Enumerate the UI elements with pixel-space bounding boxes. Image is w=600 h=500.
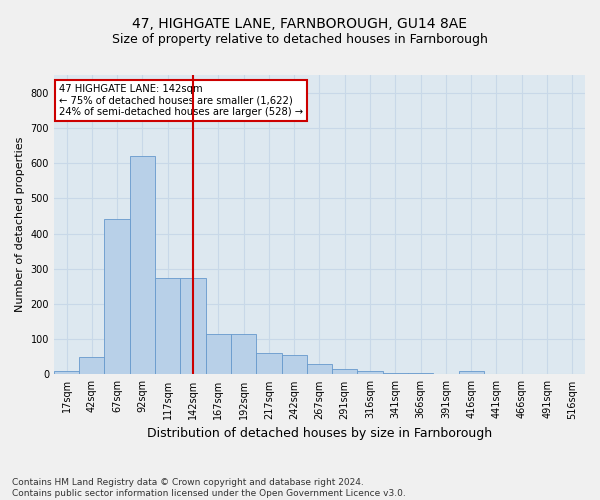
Text: 47, HIGHGATE LANE, FARNBOROUGH, GU14 8AE: 47, HIGHGATE LANE, FARNBOROUGH, GU14 8AE bbox=[133, 18, 467, 32]
Text: Contains HM Land Registry data © Crown copyright and database right 2024.
Contai: Contains HM Land Registry data © Crown c… bbox=[12, 478, 406, 498]
Bar bbox=[79, 357, 104, 374]
Bar bbox=[458, 371, 484, 374]
Bar bbox=[408, 372, 433, 374]
Bar bbox=[155, 278, 181, 374]
X-axis label: Distribution of detached houses by size in Farnborough: Distribution of detached houses by size … bbox=[147, 427, 492, 440]
Bar bbox=[231, 334, 256, 374]
Bar bbox=[130, 156, 155, 374]
Bar bbox=[181, 278, 206, 374]
Bar bbox=[206, 334, 231, 374]
Bar bbox=[332, 369, 358, 374]
Bar bbox=[104, 220, 130, 374]
Bar bbox=[358, 371, 383, 374]
Bar bbox=[54, 371, 79, 374]
Y-axis label: Number of detached properties: Number of detached properties bbox=[15, 137, 25, 312]
Bar bbox=[383, 372, 408, 374]
Text: 47 HIGHGATE LANE: 142sqm
← 75% of detached houses are smaller (1,622)
24% of sem: 47 HIGHGATE LANE: 142sqm ← 75% of detach… bbox=[59, 84, 304, 117]
Text: Size of property relative to detached houses in Farnborough: Size of property relative to detached ho… bbox=[112, 32, 488, 46]
Bar bbox=[256, 354, 281, 374]
Bar bbox=[281, 355, 307, 374]
Bar bbox=[307, 364, 332, 374]
